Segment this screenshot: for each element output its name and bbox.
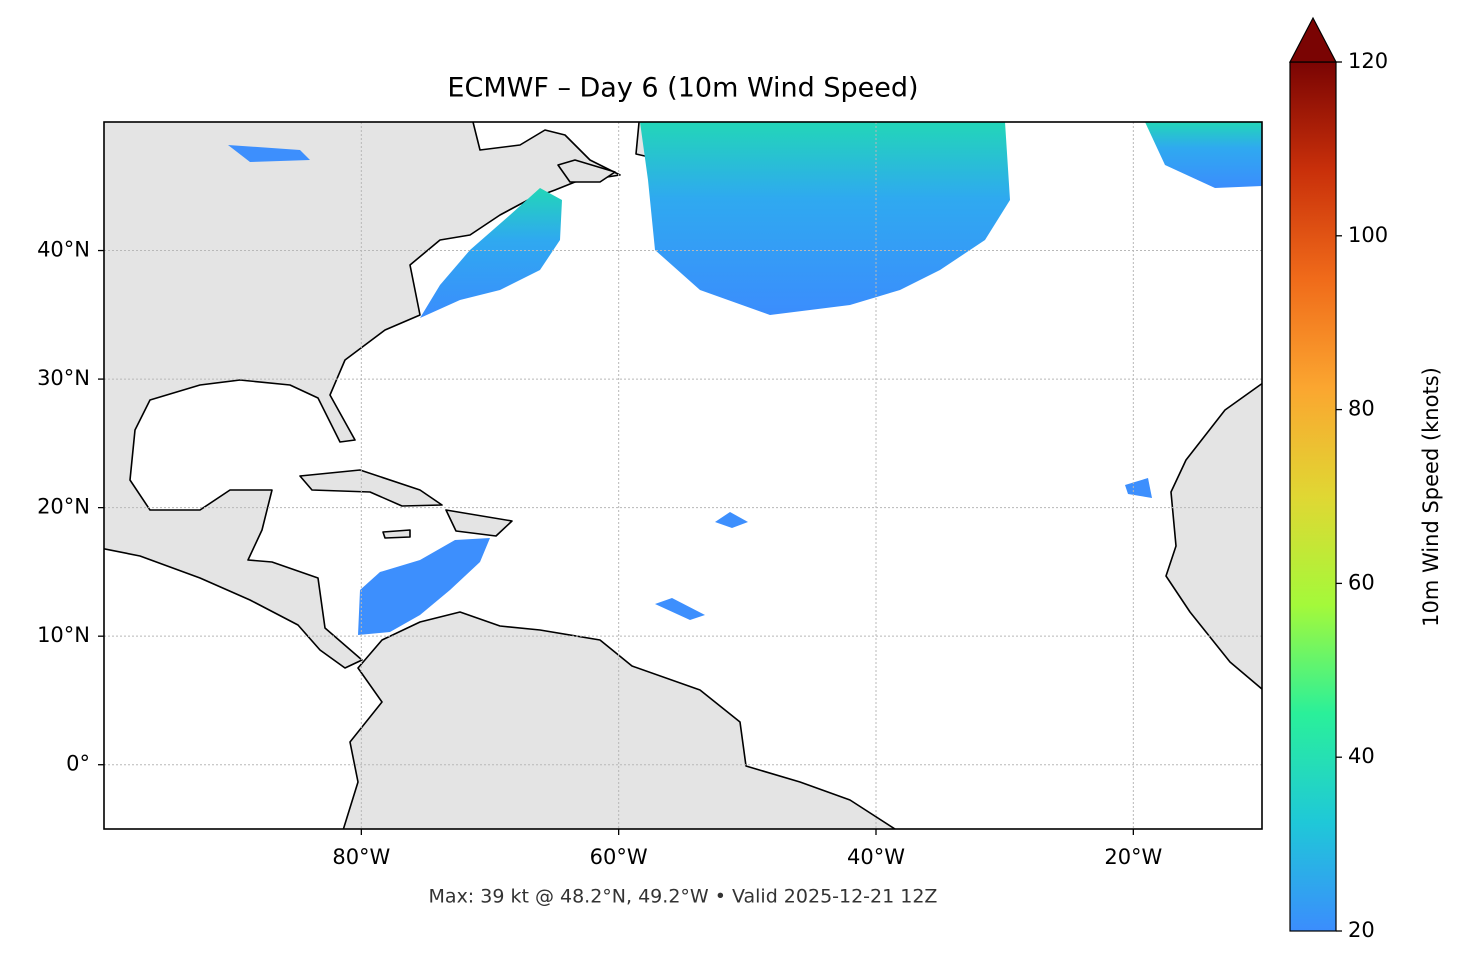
colorbar [1289, 61, 1337, 932]
colorbar-label: 10m Wind Speed (knots) [1419, 367, 1443, 627]
y-tick-label: 10°N [37, 623, 90, 647]
colorbar-tick-label: 60 [1348, 570, 1375, 594]
land [382, 529, 411, 539]
wind-swath [715, 512, 748, 528]
colorbar-tick-label: 40 [1348, 744, 1375, 768]
land [342, 611, 897, 829]
footer-note: Max: 39 kt @ 48.2°N, 49.2°W • Valid 2025… [429, 886, 938, 908]
map [104, 122, 1262, 829]
wind-swath [358, 538, 490, 635]
wind-swath [640, 122, 1010, 315]
y-tick-label: 0° [66, 752, 90, 776]
wind-swath [1145, 122, 1262, 188]
land [557, 159, 616, 183]
wind-swath [655, 598, 705, 620]
colorbar-tick-label: 100 [1348, 223, 1388, 247]
x-tick-label: 20°W [1104, 845, 1162, 869]
chart-title: ECMWF – Day 6 (10m Wind Speed) [447, 73, 918, 104]
x-tick-label: 40°W [847, 845, 905, 869]
land [1165, 382, 1262, 691]
wind-swath [228, 145, 310, 162]
map-frame [103, 121, 1263, 830]
colorbar-tick-label: 120 [1348, 49, 1388, 73]
colorbar-extend [1289, 16, 1337, 63]
wind-swath [420, 188, 562, 318]
land [299, 469, 443, 507]
colorbar-tick-label: 80 [1348, 397, 1375, 421]
y-tick-label: 40°N [37, 238, 90, 262]
wind-swath [1125, 478, 1152, 498]
y-tick-label: 30°N [37, 366, 90, 390]
land [445, 509, 513, 537]
x-tick-label: 80°W [332, 845, 390, 869]
colorbar-tick-label: 20 [1348, 918, 1375, 942]
x-tick-label: 60°W [590, 845, 648, 869]
y-tick-label: 20°N [37, 495, 90, 519]
